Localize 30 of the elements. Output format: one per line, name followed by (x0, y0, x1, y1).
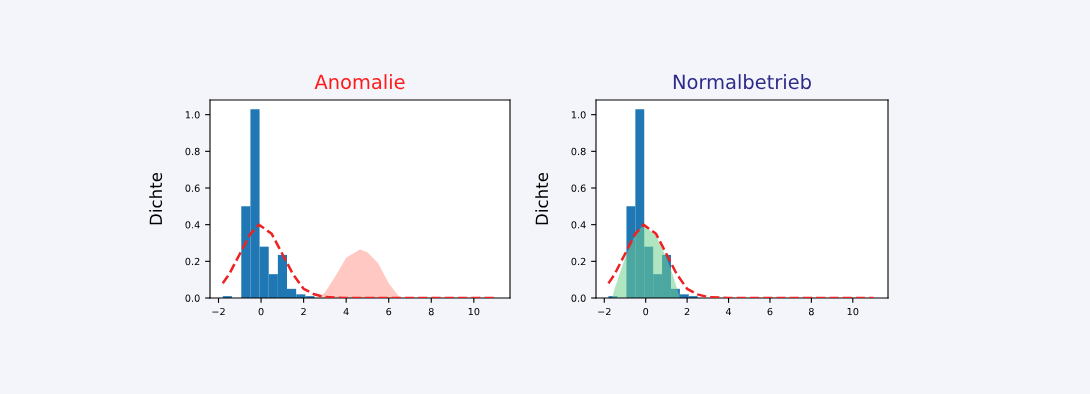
chart-title: Normalbetrieb (673, 74, 811, 90)
y-tick-label: 1.0 (185, 111, 200, 119)
y-tick-label: 0.4 (185, 221, 200, 229)
x-tick-label: −2 (598, 307, 611, 316)
y-tick-label: 0.6 (571, 184, 586, 192)
y-tick-label: 0.8 (571, 147, 586, 156)
x-tick-label: −2 (212, 307, 225, 316)
chart-title: Anomalie (314, 74, 405, 90)
y-tick-label: 0.2 (571, 257, 586, 266)
x-tick-label: 6 (386, 307, 392, 316)
y-tick-label: 1.0 (571, 111, 586, 119)
y-tick-label: 0.8 (185, 147, 200, 156)
y-tick-label: 0.0 (571, 294, 586, 302)
y-axis-title: Dichte (535, 172, 549, 225)
x-tick-label: 4 (343, 308, 349, 316)
y-tick-label: 0.4 (571, 221, 586, 229)
x-tick-label: 10 (847, 307, 859, 316)
x-tick-label: 2 (301, 307, 306, 316)
x-tick-label: 10 (468, 307, 480, 316)
x-tick-label: 8 (808, 307, 814, 316)
y-tick-label: 0.2 (185, 257, 200, 266)
x-tick-label: 4 (725, 308, 732, 316)
y-axis-title: Dichte (149, 172, 163, 225)
y-tick-label: 0.6 (185, 184, 200, 192)
x-tick-label: 0 (258, 307, 264, 316)
x-tick-label: 0 (643, 307, 649, 316)
x-tick-label: 8 (428, 307, 434, 316)
x-tick-label: 2 (684, 307, 690, 316)
y-tick-label: 0.0 (185, 294, 200, 302)
x-tick-label: 6 (767, 307, 773, 316)
